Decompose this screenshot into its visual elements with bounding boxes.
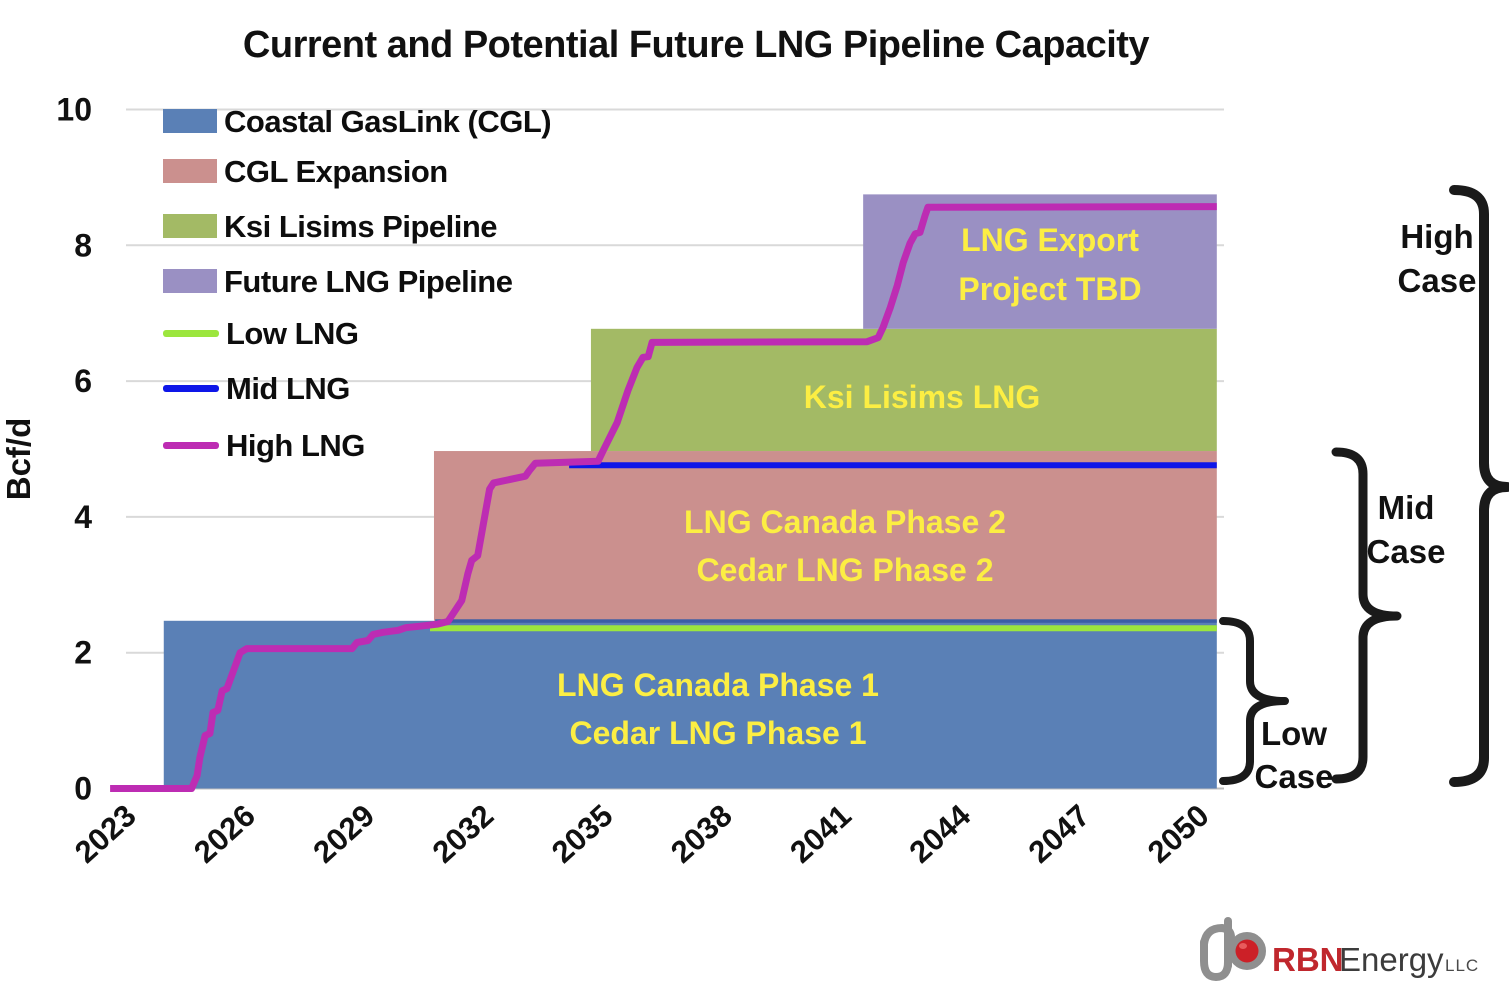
x-tick-2041: 2041 [783,798,858,870]
rbn-energy-logo: RBN Energy LLC [1200,917,1479,982]
phase1-label-line1: LNG Canada Phase 1 [557,667,879,703]
high-case-bracket [1449,185,1509,787]
legend-swatch-icon [163,109,217,133]
y-tick-8: 8 [74,227,92,263]
export-tbd-label-line2: Project TBD [958,271,1141,307]
mid-case-bracket [1331,447,1402,784]
x-tick-2047: 2047 [1022,798,1097,870]
x-tick-2026: 2026 [187,798,262,870]
legend-label: High LNG [226,427,365,463]
legend-swatch-icon [163,329,219,337]
phase1-label-line2: Cedar LNG Phase 1 [570,715,867,751]
low-case-bracket [1219,617,1289,785]
x-tick-2029: 2029 [306,798,381,870]
chart-title: Current and Potential Future LNG Pipelin… [242,24,1150,66]
high-case-label-line2: Case [1398,262,1477,299]
legend-label: Low LNG [226,315,359,351]
line-series [110,203,1217,792]
legend-swatch-icon [163,384,219,392]
area-2-ksi-lisims-pipeline [590,328,1217,452]
logo-monogram-foot [1200,938,1232,982]
legend-label: Future LNG Pipeline [224,263,513,299]
x-tick-labels: 2023 2026 2029 2032 2035 2038 2041 2044 2047 2050 [68,797,1216,870]
y-tick-10: 10 [56,92,92,128]
area-3-future-lng-pipeline [863,194,1217,329]
legend-swatch-icon [163,159,217,183]
logo-text-llc: LLC [1445,956,1479,975]
legend-label: Mid LNG [226,370,350,406]
logo-monogram-bowl [1228,932,1266,970]
x-tick-2050: 2050 [1141,798,1216,870]
legend-item-future-lng-pipeline: Future LNG Pipeline [163,261,513,301]
x-tick-2035: 2035 [545,798,620,870]
legend-item-ksi-lisims-pipeline: Ksi Lisims Pipeline [163,206,498,246]
logo-text-energy: Energy [1339,941,1444,978]
case-labels: High Case Mid Case Low Case [1255,218,1477,795]
area-1-cgl-expansion [433,451,1217,621]
logo-text-rbn: RBN [1272,941,1344,978]
logo-red-ball-icon [1235,939,1259,963]
mid-case-label-line1: Mid [1378,489,1435,526]
legend-item-coastal-gaslink-cgl-: Coastal GasLink (CGL) [163,101,552,141]
block-labels: LNG Canada Phase 1 Cedar LNG Phase 1 LNG… [557,222,1142,751]
y-tick-6: 6 [74,363,92,399]
legend-item-low-lng: Low LNG [163,313,359,353]
x-tick-2032: 2032 [426,798,501,870]
y-axis-title: Bcf/d [0,418,37,501]
legend-swatch-icon [163,441,219,449]
low-case-label-line1: Low [1261,715,1327,752]
y-tick-4: 4 [74,499,92,535]
legend-swatch-icon [163,214,217,238]
legend-swatch-icon [163,269,217,293]
area-border-accent [435,619,1217,623]
export-tbd-label-line1: LNG Export [961,222,1139,258]
x-tick-2023: 2023 [68,798,143,870]
legend-item-high-lng: High LNG [163,425,365,465]
legend-item-mid-lng: Mid LNG [163,368,350,408]
y-tick-labels: 0 2 4 6 8 10 [56,92,92,807]
cgl-top-border [435,619,1217,623]
mid-case-label-line2: Case [1367,533,1446,570]
y-tick-0: 0 [74,771,92,807]
legend-label: Ksi Lisims Pipeline [224,208,498,244]
low-case-label-line2: Case [1255,758,1334,795]
high-case-label-line1: High [1400,218,1473,255]
legend-item-cgl-expansion: CGL Expansion [163,151,448,191]
ksi-lisims-label: Ksi Lisims LNG [804,379,1041,415]
legend-label: CGL Expansion [224,153,448,189]
phase2-label-line1: LNG Canada Phase 2 [684,504,1006,540]
y-tick-2: 2 [74,635,92,671]
logo-red-ball-highlight [1239,943,1247,949]
x-tick-2038: 2038 [664,798,739,870]
legend-label: Coastal GasLink (CGL) [224,103,552,139]
line-high-lng [110,203,1217,792]
area-series [163,194,1217,789]
phase2-label-line2: Cedar LNG Phase 2 [697,552,994,588]
x-tick-2044: 2044 [902,797,977,870]
case-brackets [1219,185,1509,787]
